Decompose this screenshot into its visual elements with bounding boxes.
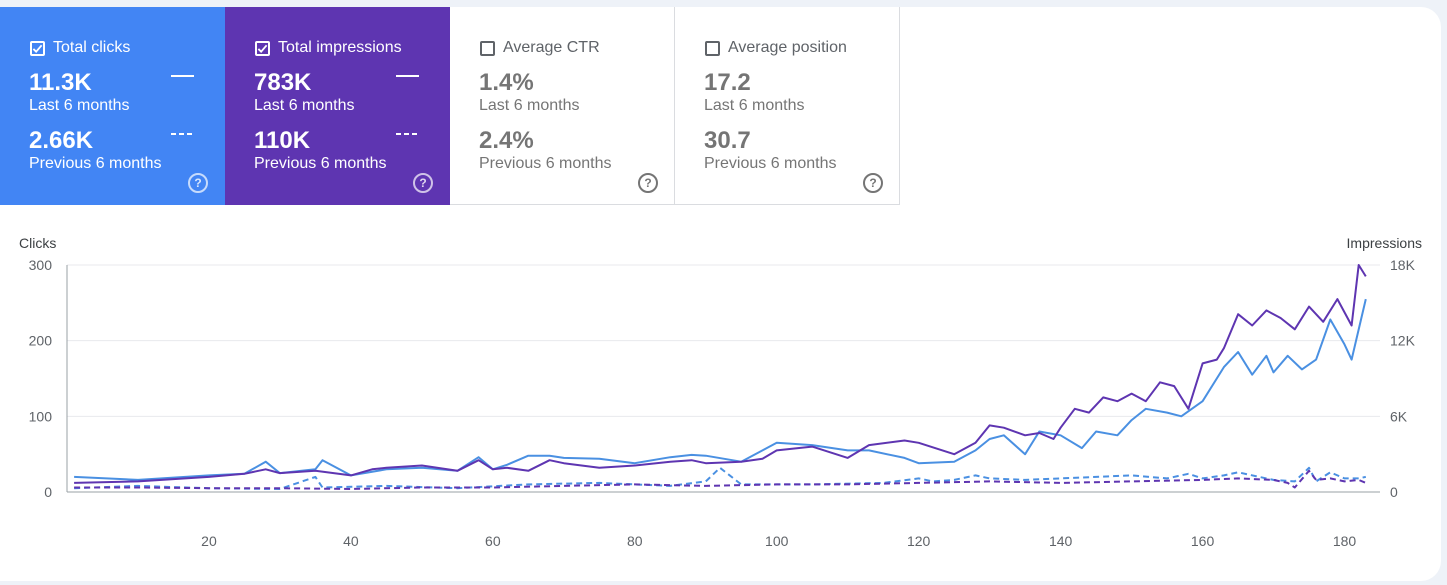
chart-ticks: 300 18K 200 12K 100 6K 0 0 20 40 60 80 100 120 140 160 1… xyxy=(29,257,1416,549)
card-value: 783K xyxy=(254,69,312,96)
y-right-tick-label: 12K xyxy=(1390,333,1416,349)
help-circle-icon[interactable]: ? xyxy=(638,173,658,193)
x-tick-label: 80 xyxy=(627,533,643,549)
y-left-tick-label: 100 xyxy=(29,408,53,424)
card-value: 1.4% xyxy=(479,69,534,96)
series-line xyxy=(74,264,1367,484)
y-left-tick-label: 0 xyxy=(44,484,52,500)
checkbox-unchecked-icon[interactable] xyxy=(705,40,720,56)
card-previous-label: Previous 6 months xyxy=(29,155,162,172)
card-label: Total clicks xyxy=(53,39,131,56)
card-value: 17.2 xyxy=(704,69,751,96)
y-axis-left-label: Clicks xyxy=(19,235,56,251)
checkbox-checked-icon[interactable] xyxy=(30,40,45,56)
x-tick-label: 20 xyxy=(201,533,217,549)
x-tick-label: 40 xyxy=(343,533,359,549)
help-circle-icon[interactable]: ? xyxy=(863,173,883,193)
y-left-tick-label: 200 xyxy=(29,333,53,349)
dashed-line-legend-icon xyxy=(396,133,419,135)
card-label: Total impressions xyxy=(278,39,402,56)
card-period-label: Last 6 months xyxy=(479,97,580,114)
average-position-card[interactable]: Average position 17.2 Last 6 months 30.7… xyxy=(675,7,900,205)
help-circle-icon[interactable]: ? xyxy=(413,173,433,193)
dashed-line-legend-icon xyxy=(171,133,194,135)
checkbox-unchecked-icon[interactable] xyxy=(480,40,495,56)
x-tick-label: 160 xyxy=(1191,533,1215,549)
card-period-label: Last 6 months xyxy=(29,97,130,114)
series-line xyxy=(74,469,1367,490)
solid-line-legend-icon xyxy=(396,75,419,77)
y-left-tick-label: 300 xyxy=(29,257,53,273)
card-label: Average position xyxy=(728,39,847,56)
card-label: Average CTR xyxy=(503,39,600,56)
card-previous-value: 110K xyxy=(254,127,311,154)
y-right-tick-label: 0 xyxy=(1390,484,1398,500)
chart-grid xyxy=(66,264,1380,493)
total-impressions-card[interactable]: Total impressions 783K Last 6 months 110… xyxy=(225,7,450,205)
x-tick-label: 180 xyxy=(1333,533,1357,549)
y-right-tick-label: 6K xyxy=(1390,408,1408,424)
checkmark-icon xyxy=(32,44,43,53)
x-tick-label: 120 xyxy=(907,533,931,549)
checkmark-icon xyxy=(257,44,268,53)
card-previous-label: Previous 6 months xyxy=(254,155,387,172)
card-value: 11.3K xyxy=(29,69,92,96)
solid-line-legend-icon xyxy=(171,75,194,77)
series-line xyxy=(74,466,1367,490)
y-right-tick-label: 18K xyxy=(1390,257,1416,273)
card-previous-value: 30.7 xyxy=(704,127,751,154)
chart-series xyxy=(74,264,1367,490)
x-tick-label: 100 xyxy=(765,533,789,549)
card-previous-label: Previous 6 months xyxy=(479,155,612,172)
card-previous-label: Previous 6 months xyxy=(704,155,837,172)
card-previous-value: 2.66K xyxy=(29,127,94,154)
total-clicks-card[interactable]: Total clicks 11.3K Last 6 months 2.66K P… xyxy=(0,7,225,205)
card-period-label: Last 6 months xyxy=(704,97,805,114)
x-tick-label: 140 xyxy=(1049,533,1073,549)
average-ctr-card[interactable]: Average CTR 1.4% Last 6 months 2.4% Prev… xyxy=(450,7,675,205)
x-tick-label: 60 xyxy=(485,533,501,549)
card-period-label: Last 6 months xyxy=(254,97,355,114)
card-previous-value: 2.4% xyxy=(479,127,534,154)
metric-cards: Total clicks 11.3K Last 6 months 2.66K P… xyxy=(0,7,900,205)
series-line xyxy=(74,298,1367,481)
y-axis-right-label: Impressions xyxy=(1347,235,1422,251)
help-circle-icon[interactable]: ? xyxy=(188,173,208,193)
checkbox-checked-icon[interactable] xyxy=(255,40,270,56)
